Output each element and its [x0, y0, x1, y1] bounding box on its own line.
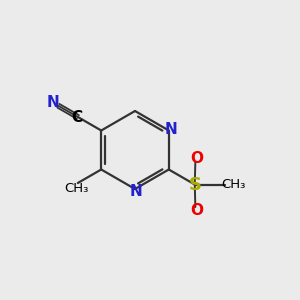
Text: O: O — [190, 203, 203, 218]
Text: C: C — [71, 110, 82, 124]
Text: N: N — [130, 184, 142, 199]
Text: N: N — [46, 95, 59, 110]
Text: CH₃: CH₃ — [64, 182, 88, 195]
Text: O: O — [190, 151, 203, 166]
Text: CH₃: CH₃ — [222, 178, 246, 191]
Text: N: N — [165, 122, 178, 137]
Text: S: S — [188, 176, 201, 194]
